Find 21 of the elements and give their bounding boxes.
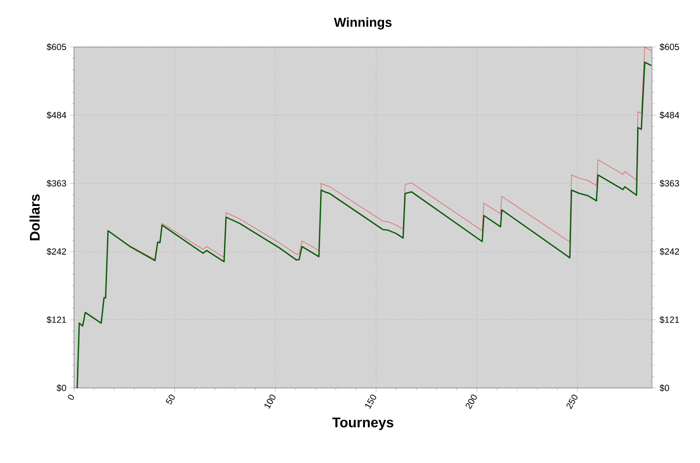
y-tick-label: $242 bbox=[46, 248, 66, 256]
y-tick-label: $363 bbox=[46, 180, 66, 188]
x-tick-label: 250 bbox=[566, 394, 578, 410]
y2-tick-label: $121 bbox=[660, 316, 680, 324]
x-tick-label: 50 bbox=[166, 394, 175, 404]
x-tick-label: 150 bbox=[365, 394, 376, 409]
y-axis-title: Dollars bbox=[29, 194, 40, 240]
chart-title: Winnings bbox=[334, 17, 392, 30]
y2-tick-label: $605 bbox=[660, 43, 680, 51]
y-tick-label: $121 bbox=[46, 316, 66, 324]
y-tick-label: $0 bbox=[56, 384, 66, 392]
y2-tick-label: $363 bbox=[660, 180, 680, 188]
x-tick-label: 0 bbox=[68, 394, 74, 400]
y-tick-label: $605 bbox=[46, 43, 66, 51]
x-tick-label: 100 bbox=[264, 394, 276, 409]
y2-tick-label: $242 bbox=[660, 248, 679, 256]
x-tick-label: 200 bbox=[466, 394, 477, 410]
y2-tick-label: $484 bbox=[660, 112, 680, 119]
y-tick-label: $484 bbox=[46, 112, 66, 119]
x-axis-title: Tourneys bbox=[332, 418, 394, 430]
y2-tick-label: $0 bbox=[660, 384, 670, 392]
